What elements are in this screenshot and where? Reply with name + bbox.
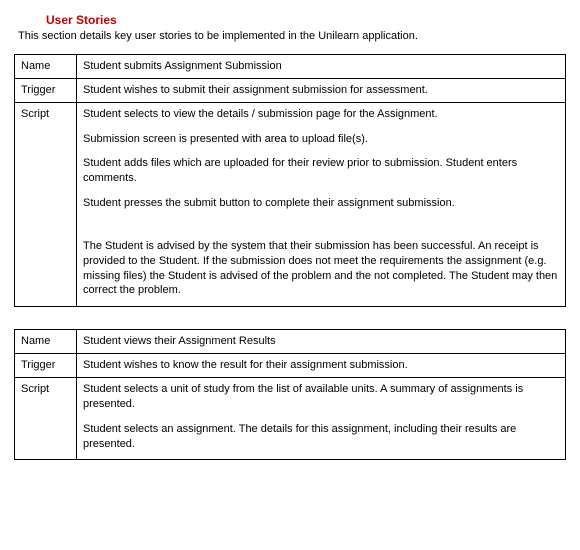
section-heading: User Stories bbox=[46, 12, 566, 28]
table-row: Trigger Student wishes to submit their a… bbox=[15, 78, 566, 102]
table-row: Script Student selects a unit of study f… bbox=[15, 378, 566, 460]
user-story-table: Name Student submits Assignment Submissi… bbox=[14, 54, 566, 307]
script-line: Submission screen is presented with area… bbox=[83, 132, 559, 147]
script-line: Student selects to view the details / su… bbox=[83, 107, 559, 122]
row-label-script: Script bbox=[15, 378, 77, 460]
section-intro: This section details key user stories to… bbox=[18, 29, 566, 44]
table-row: Name Student views their Assignment Resu… bbox=[15, 330, 566, 354]
script-line: Student selects an assignment. The detai… bbox=[83, 422, 559, 452]
row-label-script: Script bbox=[15, 102, 77, 307]
row-label-trigger: Trigger bbox=[15, 354, 77, 378]
table-row: Name Student submits Assignment Submissi… bbox=[15, 55, 566, 79]
script-line: Student selects a unit of study from the… bbox=[83, 382, 559, 412]
story-script-cell: Student selects to view the details / su… bbox=[77, 102, 566, 307]
story-trigger-cell: Student wishes to know the result for th… bbox=[77, 354, 566, 378]
row-label-name: Name bbox=[15, 330, 77, 354]
row-label-trigger: Trigger bbox=[15, 78, 77, 102]
story-name-cell: Student views their Assignment Results bbox=[77, 330, 566, 354]
script-line: Student adds files which are uploaded fo… bbox=[83, 156, 559, 186]
table-row: Trigger Student wishes to know the resul… bbox=[15, 354, 566, 378]
script-line: Student presses the submit button to com… bbox=[83, 196, 559, 211]
story-script-cell: Student selects a unit of study from the… bbox=[77, 378, 566, 460]
script-line: The Student is advised by the system tha… bbox=[83, 239, 559, 298]
script-paragraphs: Student selects to view the details / su… bbox=[83, 107, 559, 299]
script-paragraphs: Student selects a unit of study from the… bbox=[83, 382, 559, 451]
user-story-table: Name Student views their Assignment Resu… bbox=[14, 329, 566, 460]
document-page: User Stories This section details key us… bbox=[0, 0, 580, 496]
story-name-cell: Student submits Assignment Submission bbox=[77, 55, 566, 79]
table-row: Script Student selects to view the detai… bbox=[15, 102, 566, 307]
story-trigger-cell: Student wishes to submit their assignmen… bbox=[77, 78, 566, 102]
row-label-name: Name bbox=[15, 55, 77, 79]
